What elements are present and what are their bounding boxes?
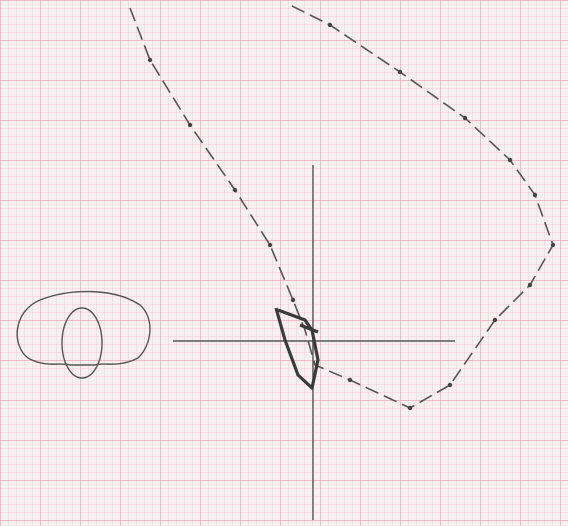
time-dots [147,22,556,411]
heart-outline [61,307,103,379]
torso-outline [16,290,151,366]
torso-diagram [16,290,151,379]
t-loop [274,307,320,390]
qrs-loop [129,4,554,409]
